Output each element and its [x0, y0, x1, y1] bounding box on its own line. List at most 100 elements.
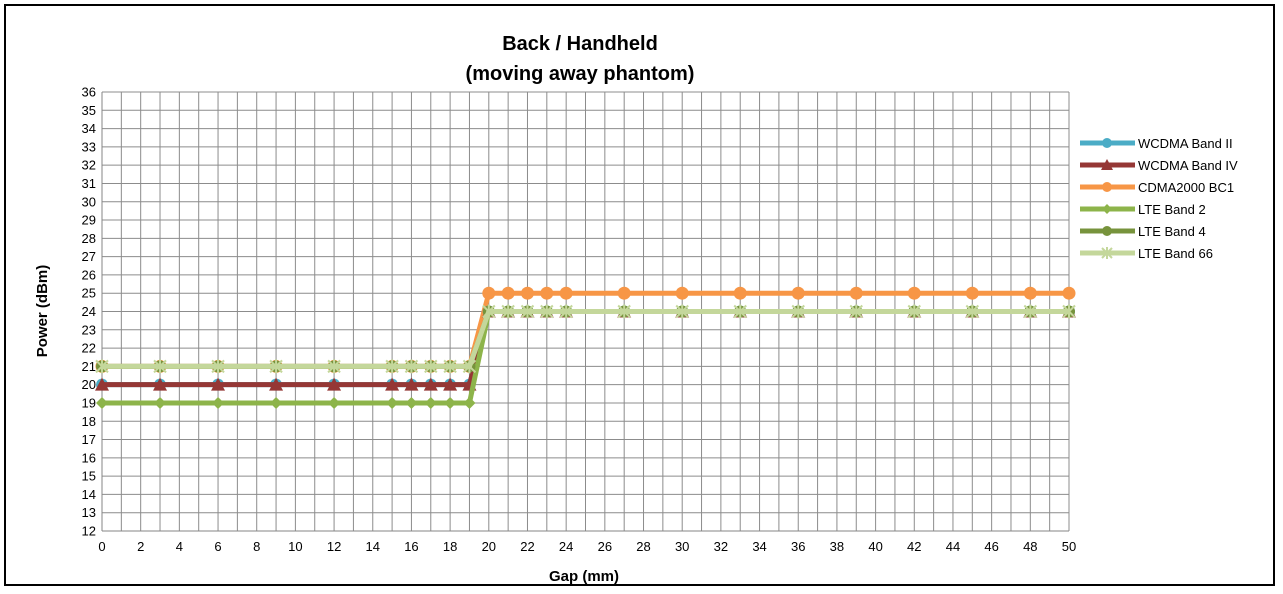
data-point: [733, 286, 747, 300]
y-tick-label: 22: [82, 341, 96, 356]
legend-item: WCDMA Band IV: [1080, 158, 1238, 173]
legend-item: LTE Band 4: [1080, 224, 1206, 239]
x-tick-label: 8: [253, 539, 260, 554]
data-point: [424, 359, 438, 374]
data-point: [443, 377, 458, 391]
y-tick-label: 13: [82, 505, 96, 520]
data-point: [95, 377, 109, 391]
data-point: [482, 304, 496, 319]
data-point: [1102, 204, 1112, 214]
data-point: [791, 286, 805, 300]
data-point: [501, 304, 515, 319]
legend-label: LTE Band 4: [1138, 224, 1206, 239]
data-point: [849, 286, 863, 300]
data-point: [462, 359, 477, 374]
x-tick-label: 24: [559, 539, 573, 554]
chart-subtitle: (moving away phantom): [466, 63, 695, 85]
data-point: [1102, 182, 1112, 192]
x-tick-label: 40: [868, 539, 882, 554]
y-tick-label: 12: [82, 524, 96, 539]
data-point: [1102, 226, 1112, 236]
y-tick-label: 21: [82, 359, 96, 374]
data-point: [617, 304, 631, 319]
data-point: [907, 304, 921, 319]
legend-label: WCDMA Band II: [1138, 136, 1233, 151]
legend: WCDMA Band II WCDMA Band IV CDMA2000 BC1 LT…: [1080, 136, 1238, 261]
data-point: [444, 396, 457, 409]
data-point: [404, 359, 419, 374]
data-point: [1062, 286, 1076, 300]
y-tick-label: 29: [82, 213, 96, 228]
data-point: [386, 396, 399, 409]
data-point: [965, 286, 979, 300]
x-tick-label: 26: [598, 539, 612, 554]
x-tick-label: 14: [366, 539, 380, 554]
y-tick-label: 18: [82, 414, 96, 429]
data-point: [153, 377, 168, 391]
y-tick-label: 31: [82, 176, 96, 191]
legend-label: CDMA2000 BC1: [1138, 180, 1234, 195]
data-point: [1101, 159, 1113, 170]
x-tick-label: 38: [830, 539, 844, 554]
series-lte-band-66: [95, 304, 1076, 374]
y-tick-label: 16: [82, 450, 96, 465]
y-tick-label: 35: [82, 103, 96, 118]
x-tick-label: 30: [675, 539, 689, 554]
data-point: [154, 396, 167, 409]
x-tick-label: 6: [214, 539, 221, 554]
legend-label: LTE Band 66: [1138, 246, 1213, 261]
y-tick-label: 14: [82, 487, 96, 502]
x-tick-label: 4: [176, 539, 183, 554]
x-tick-label: 22: [520, 539, 534, 554]
data-point: [211, 359, 225, 374]
data-point: [1062, 304, 1076, 319]
x-tick-label: 46: [984, 539, 998, 554]
x-tick-label: 48: [1023, 539, 1037, 554]
data-point: [211, 377, 226, 391]
data-point: [327, 377, 342, 391]
legend-item: CDMA2000 BC1: [1080, 180, 1234, 195]
y-tick-label: 15: [82, 469, 96, 484]
legend-item: LTE Band 2: [1080, 202, 1206, 217]
y-tick-label: 19: [82, 395, 96, 410]
y-tick-label: 30: [82, 194, 96, 209]
data-point: [327, 359, 341, 374]
data-point: [559, 304, 573, 319]
x-tick-label: 50: [1062, 539, 1076, 554]
y-tick-label: 23: [82, 322, 96, 337]
data-point: [849, 304, 863, 319]
y-tick-label: 36: [82, 85, 96, 100]
data-point: [385, 377, 400, 391]
data-point: [328, 396, 341, 409]
x-tick-label: 2: [137, 539, 144, 554]
data-point: [424, 396, 437, 409]
axes: 0 2 4 6 8 10 12 14 16 18 20 22 24 26 28 30 32 34 36 38 40 42 4…: [82, 85, 1077, 555]
data-point: [482, 286, 496, 300]
series-group: [95, 286, 1076, 409]
data-point: [617, 286, 631, 300]
data-point: [965, 304, 980, 319]
x-tick-label: 16: [404, 539, 418, 554]
x-tick-label: 18: [443, 539, 457, 554]
series-line: [102, 309, 1069, 369]
data-point: [443, 359, 457, 374]
data-point: [423, 377, 438, 391]
x-tick-label: 32: [714, 539, 728, 554]
data-point: [95, 359, 109, 374]
data-point: [269, 377, 284, 391]
legend-item: LTE Band 66: [1080, 246, 1213, 261]
y-tick-label: 32: [82, 158, 96, 173]
y-axis-title: Power (dBm): [34, 265, 51, 358]
y-tick-label: 33: [82, 139, 96, 154]
data-point: [385, 359, 399, 374]
data-point: [153, 359, 167, 374]
legend-item: WCDMA Band II: [1080, 136, 1233, 151]
legend-label: LTE Band 2: [1138, 202, 1206, 217]
x-axis-title: Gap (mm): [549, 568, 619, 585]
x-tick-label: 0: [98, 539, 105, 554]
data-point: [463, 396, 476, 409]
data-point: [212, 396, 225, 409]
data-point: [270, 396, 283, 409]
y-tick-label: 27: [82, 249, 96, 264]
